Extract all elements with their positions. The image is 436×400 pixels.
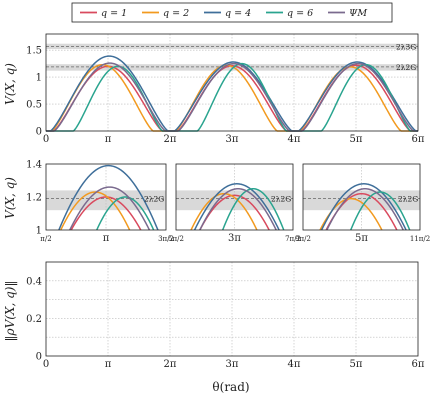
x-tick-label: 11π/2 — [410, 235, 430, 243]
panel-bottom-ylabel: ‖ρV(X, q)‖ — [3, 281, 17, 342]
series-line — [221, 187, 285, 230]
axes-frame — [45, 261, 419, 357]
y-tick-label: 1 — [36, 226, 42, 237]
panel-zoom-2: 5π/2 3π 7π/2 2λ2G — [168, 163, 301, 244]
x-tick-label: π/2 — [40, 235, 51, 243]
x-tick-label: 5π/2 — [168, 235, 184, 243]
series-line — [95, 196, 155, 230]
legend-label: q = 4 — [225, 8, 251, 19]
x-tick-label: 3π — [228, 233, 241, 244]
legend-label: ΨM — [349, 8, 367, 19]
x-tick-label: 0 — [43, 134, 49, 145]
x-tick-label: 3π/2 — [158, 235, 174, 243]
y-tick-label: 0.5 — [26, 100, 42, 111]
x-tick-label: 2π — [164, 134, 177, 145]
x-tick-label: 5π — [350, 134, 363, 145]
x-tick-label: 6π — [412, 134, 425, 145]
band-label: 2λ2G — [396, 63, 416, 72]
legend-label: q = 1 — [101, 8, 127, 19]
series-line — [46, 62, 418, 132]
x-tick-label: π — [105, 134, 112, 145]
legend-label: q = 2 — [163, 8, 189, 19]
x-tick-label: 2π — [164, 359, 177, 370]
legend-label: q = 6 — [287, 8, 313, 19]
y-tick-label: 1.5 — [26, 46, 42, 57]
band-label: 2λ2G — [271, 195, 291, 204]
x-tick-label: 3π — [226, 359, 239, 370]
y-tick-label: 0.4 — [26, 276, 42, 287]
panel-bottom: 0 π 2π 3π 4π 5π 6π 0 0.2 0.4 — [26, 262, 425, 370]
series-line — [326, 188, 405, 230]
x-tick-label: 9π/2 — [295, 235, 311, 243]
y-tick-label: 1.4 — [26, 160, 42, 171]
band-label: 2λ3G — [396, 42, 416, 51]
series-line — [325, 192, 398, 230]
series-line — [68, 186, 151, 230]
x-tick-label: 4π — [288, 134, 301, 145]
panel-top-ylabel: V(X, q) — [3, 63, 17, 105]
x-tick-label: 7π/2 — [285, 235, 301, 243]
panel-bottom-xlabel: θ(rad) — [212, 380, 249, 394]
series-line — [199, 194, 270, 230]
series-line — [193, 183, 280, 230]
x-tick-label: π — [105, 359, 112, 370]
y-tick-label: 1 — [36, 73, 42, 84]
axes-frame — [302, 163, 421, 231]
x-tick-label: 0 — [43, 359, 49, 370]
legend-frame — [71, 2, 393, 23]
axes-frame — [175, 163, 294, 231]
series-line — [59, 191, 131, 230]
band-label: 2λ2G — [144, 195, 164, 204]
series-line — [320, 183, 407, 230]
series-line — [46, 55, 418, 132]
series-line — [319, 197, 383, 230]
x-tick-label: 5π — [350, 359, 363, 370]
series-line — [199, 188, 278, 230]
series-line — [46, 62, 418, 132]
series-line — [70, 196, 142, 230]
x-tick-label: π — [103, 233, 110, 244]
clip-group — [190, 183, 285, 230]
series-line — [349, 191, 411, 230]
y-tick-label: 0 — [36, 352, 42, 363]
series-line — [190, 192, 258, 230]
x-tick-label: 5π — [355, 233, 368, 244]
y-tick-label: 1.2 — [26, 193, 42, 204]
y-tick-label: 0.2 — [26, 314, 42, 325]
series-line — [58, 164, 159, 230]
plot-area — [46, 262, 418, 356]
panel-zoom-1: π/2 π 3π/2 2λ2G 1 1.2 1.4 — [26, 160, 174, 245]
x-tick-label: 4π — [288, 359, 301, 370]
x-tick-label: 3π — [226, 134, 239, 145]
series-line — [46, 63, 418, 132]
x-tick-label: 6π — [412, 359, 425, 370]
legend: q = 1 q = 2 q = 4 q = 6 ΨM — [71, 2, 393, 23]
panel-zoom-3: 9π/2 5π 11π/2 2λ2G — [295, 163, 430, 244]
clip-group — [58, 164, 159, 230]
axes-frame — [45, 163, 167, 231]
axes-frame — [45, 33, 419, 132]
clip-group — [319, 183, 411, 230]
y-tick-label: 0 — [36, 127, 42, 138]
panel-top: 0 π 2π 3π 4π 5π 6π 0 0.5 1 1.5 2λ3G 2λ2G — [26, 33, 425, 145]
band-label: 2λ2G — [398, 195, 418, 204]
panel-zoom-ylabel: V(X, q) — [3, 177, 17, 219]
